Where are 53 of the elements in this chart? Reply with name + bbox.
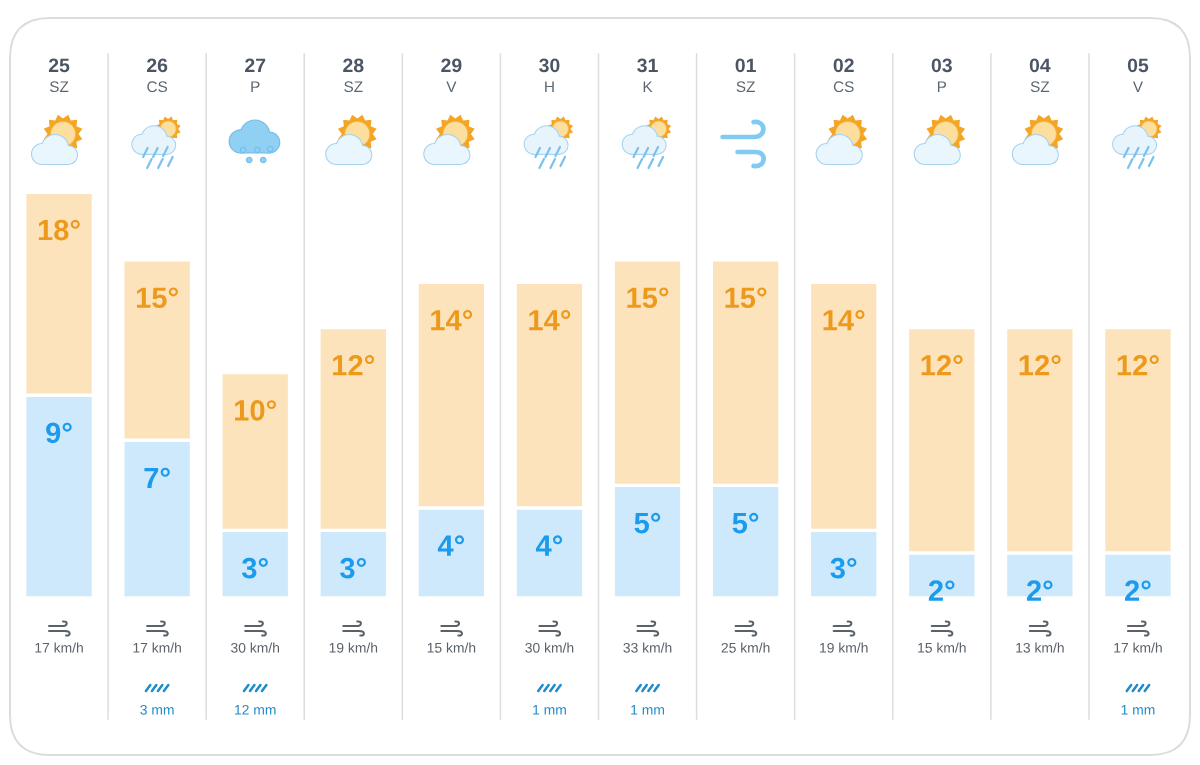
data-label: 1 mm — [631, 705, 664, 715]
x-tick-label: 28 SZ — [343, 58, 364, 93]
data-label: 12 mm — [235, 704, 276, 715]
data-label: 15 km/h — [427, 642, 476, 653]
x-tick-label: 02 CS — [833, 58, 854, 93]
data-label: 19 km/h — [329, 642, 378, 653]
data-label: 3° — [340, 557, 366, 579]
x-tick-label: 03 P — [931, 58, 952, 92]
x-tick-label: 31 K — [637, 58, 658, 92]
total-label: 14° — [823, 309, 865, 331]
data-label: 17 km/h — [35, 642, 83, 653]
total-label: 15° — [725, 287, 767, 309]
data-label: 15 km/h — [918, 642, 966, 653]
x-tick-label: 29 V — [441, 58, 462, 92]
data-label: 5° — [732, 512, 759, 534]
total-label: 14° — [431, 309, 473, 331]
total-label: 15° — [136, 287, 178, 309]
total-label: 14° — [529, 309, 571, 331]
total-label: 18° — [38, 219, 80, 241]
x-tick-label: 26 CS — [146, 58, 168, 93]
x-tick-label: 27 P — [245, 58, 266, 92]
total-label: 10° — [234, 400, 277, 421]
total-label: 12° — [1117, 354, 1159, 376]
data-label: 2° — [928, 580, 955, 601]
data-label: 17 km/h — [133, 642, 181, 653]
data-label: 9° — [46, 422, 72, 444]
x-tick-label: 25 SZ — [48, 58, 70, 93]
data-label: 1 mm — [1121, 705, 1155, 715]
total-label: 12° — [921, 354, 963, 376]
total-label: 12° — [333, 354, 375, 376]
data-label: 4° — [437, 535, 465, 556]
data-label: 3° — [830, 557, 857, 579]
data-label: 3° — [241, 557, 268, 579]
data-label: 7° — [144, 467, 170, 489]
data-label: 5° — [634, 512, 661, 534]
total-label: 15° — [627, 287, 669, 309]
data-label: 33 km/h — [623, 642, 672, 653]
data-label: 13 km/h — [1016, 642, 1064, 653]
data-label: 4° — [535, 535, 563, 556]
x-tick-label: 30 H — [539, 58, 560, 92]
data-label: 30 km/h — [231, 642, 280, 653]
x-tick-label: 04 SZ — [1029, 58, 1051, 93]
data-label: 25 km/h — [721, 642, 770, 653]
data-label: 2° — [1026, 580, 1053, 601]
data-label: 30 km/h — [525, 642, 574, 653]
data-label: 3 mm — [140, 704, 174, 715]
data-label: 19 km/h — [820, 642, 868, 653]
data-label: 1 mm — [533, 705, 566, 715]
x-tick-label: 05 V — [1127, 58, 1149, 92]
data-label: 2° — [1125, 580, 1151, 601]
x-tick-label: 01 SZ — [735, 58, 756, 93]
data-label: 17 km/h — [1114, 642, 1162, 653]
total-label: 12° — [1019, 354, 1061, 376]
